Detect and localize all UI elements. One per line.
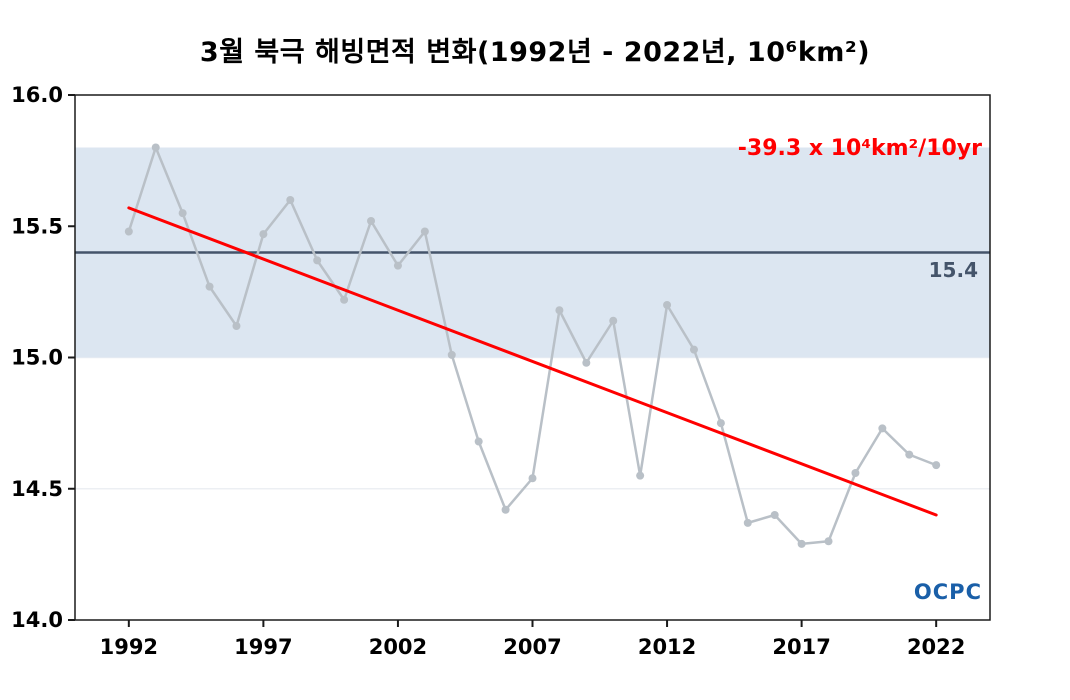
- data-point-marker: [905, 450, 914, 459]
- data-point-marker: [447, 350, 456, 359]
- data-point-marker: [205, 282, 214, 291]
- data-point-marker: [340, 295, 349, 304]
- data-point-marker: [932, 461, 941, 470]
- data-point-marker: [259, 230, 268, 239]
- data-point-marker: [770, 511, 779, 519]
- trend-rate-annotation: -39.3 x 10⁴km²/10yr: [737, 136, 982, 161]
- data-point-marker: [824, 537, 833, 546]
- data-point-marker: [501, 505, 510, 514]
- data-point-marker: [232, 322, 241, 330]
- chart-title: 3월 북극 해빙면적 변화(1992년 - 2022년, 10⁶km²): [199, 37, 871, 68]
- data-point-marker: [636, 471, 645, 480]
- data-point-marker: [151, 143, 160, 152]
- data-point-marker: [124, 227, 133, 236]
- reference-line-value-label: 15.4: [928, 258, 978, 282]
- x-tick-label: 2017: [772, 635, 830, 659]
- x-tick-label: 1997: [234, 635, 292, 659]
- y-tick-label: 14.5: [11, 477, 63, 501]
- data-point-marker: [878, 424, 887, 433]
- data-point-marker: [528, 474, 537, 483]
- data-point-marker: [797, 539, 806, 548]
- x-tick-label: 2012: [638, 635, 696, 659]
- trend-line: [127, 206, 938, 517]
- x-tick-label: 2022: [907, 635, 965, 659]
- data-point-marker: [555, 306, 564, 315]
- data-point-marker: [743, 518, 752, 527]
- y-tick-label: 15.5: [11, 214, 63, 238]
- ocpc-logo: OCPC: [913, 580, 982, 604]
- data-point-marker: [851, 469, 860, 477]
- data-point-marker: [716, 419, 725, 428]
- y-tick-label: 15.0: [11, 346, 63, 370]
- x-tick-label: 2007: [503, 635, 561, 659]
- data-point-marker: [367, 217, 376, 225]
- data-point-marker: [420, 227, 429, 236]
- data-point-marker: [663, 301, 672, 309]
- x-tick-label: 2002: [369, 635, 427, 659]
- data-point-marker: [474, 437, 483, 446]
- x-tick-label: 1992: [100, 635, 158, 659]
- data-point-marker: [313, 256, 322, 265]
- data-point-marker: [582, 358, 591, 367]
- data-point-marker: [609, 316, 618, 325]
- data-point-marker: [393, 261, 402, 270]
- y-tick-label: 14.0: [11, 608, 63, 632]
- data-point-marker: [286, 196, 295, 204]
- data-point-marker: [178, 209, 187, 218]
- y-tick-label: 16.0: [11, 83, 63, 107]
- data-point-marker: [689, 345, 698, 354]
